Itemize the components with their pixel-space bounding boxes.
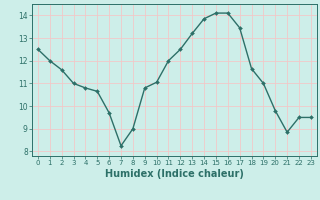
X-axis label: Humidex (Indice chaleur): Humidex (Indice chaleur) (105, 169, 244, 179)
